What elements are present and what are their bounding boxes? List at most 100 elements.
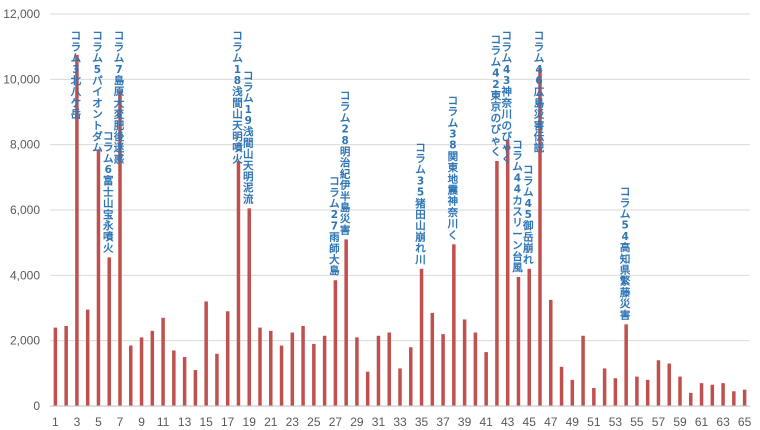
- x-tick-label: 7: [117, 415, 124, 429]
- bar: [301, 325, 305, 406]
- column-annotation: コラム 2 8 明治紀伊半島災害: [339, 90, 351, 236]
- x-tick-label: 57: [652, 415, 666, 429]
- x-tick-label: 41: [479, 415, 493, 429]
- bar: [495, 161, 499, 406]
- column-annotation: コラム 4 6 広島災害伝説: [534, 30, 545, 154]
- bar: [150, 330, 155, 406]
- bar: [538, 67, 542, 407]
- bar: [473, 332, 478, 406]
- bar: [624, 324, 628, 406]
- bar: [430, 312, 435, 406]
- x-tick-label: 25: [307, 415, 321, 429]
- bar: [225, 311, 230, 406]
- x-tick-label: 61: [695, 415, 709, 429]
- bar: [387, 332, 391, 406]
- bar: [75, 54, 79, 406]
- x-tick-label: 29: [350, 415, 364, 429]
- bar: [107, 257, 111, 406]
- bar: [667, 363, 671, 406]
- x-tick-label: 33: [393, 415, 407, 429]
- x-tick-label: 63: [716, 415, 730, 429]
- bar: [409, 347, 413, 406]
- bar: [215, 353, 219, 406]
- x-tick-label: 47: [544, 415, 558, 429]
- bar: [247, 208, 251, 406]
- column-annotation: コラム 5 4 高知県繁藤災害: [619, 186, 631, 321]
- bar: [419, 268, 424, 406]
- x-tick-label: 53: [609, 415, 623, 429]
- bar: [129, 345, 133, 406]
- bar: [441, 334, 445, 406]
- x-tick-label: 13: [178, 415, 192, 429]
- bar: [258, 327, 262, 406]
- bar: [452, 244, 456, 406]
- column-annotation: コラム 3 8 関東地震神奈川く: [447, 95, 459, 241]
- bar: [161, 317, 165, 406]
- bar: [236, 161, 241, 406]
- bar: [656, 360, 661, 406]
- bar: [279, 345, 284, 406]
- bar: [172, 350, 176, 406]
- bar: [635, 376, 639, 406]
- bar: [559, 366, 564, 406]
- bar: [344, 239, 348, 406]
- column-annotation: コラム 5 パイオントダム: [92, 30, 103, 154]
- bar: [96, 149, 101, 407]
- bar: [355, 337, 359, 406]
- bar: [721, 383, 725, 406]
- bar: [365, 371, 370, 406]
- column-annotation: コラム 7 島原大変肥後迷惑: [113, 30, 125, 165]
- bar: [376, 335, 381, 406]
- bar: [742, 389, 747, 406]
- bar: [139, 337, 144, 406]
- y-tick-label: 8,000: [10, 138, 40, 152]
- bar: [592, 388, 596, 406]
- column-annotation: コラム 4 3 神奈川のびゃく: [500, 30, 512, 165]
- y-tick-label: 0: [33, 399, 40, 413]
- bar: [581, 335, 585, 406]
- x-tick-label: 27: [329, 415, 343, 429]
- bar: [322, 335, 327, 406]
- x-tick-label: 59: [673, 415, 687, 429]
- x-tick-label: 51: [587, 415, 601, 429]
- bar: [462, 319, 467, 406]
- x-tick-label: 31: [372, 415, 386, 429]
- x-tick-label: 45: [523, 415, 537, 429]
- bar: [484, 352, 488, 406]
- column-annotation: コラム 3 5 猪田山崩れ川: [414, 142, 426, 266]
- column-annotation: コラム 6 富士山宝永噴火: [102, 130, 114, 254]
- x-tick-label: 1: [52, 415, 59, 429]
- bar: [549, 299, 553, 406]
- x-tick-label: 39: [458, 415, 472, 429]
- x-tick-label: 55: [630, 415, 644, 429]
- column-annotation: コラム 3 北八ケ岳: [70, 30, 82, 120]
- y-tick-label: 2,000: [10, 334, 40, 348]
- bar: [516, 276, 521, 406]
- bar: [602, 368, 607, 406]
- bar: [689, 392, 693, 406]
- bars: [53, 54, 747, 407]
- bar: [613, 378, 618, 406]
- x-tick-label: 49: [566, 415, 580, 429]
- x-tick-label: 15: [199, 415, 213, 429]
- bar: [193, 370, 198, 406]
- x-tick-label: 9: [138, 415, 145, 429]
- x-axis-tick-labels: 1 3 5 7 9 11 13 15 17 19 21 23 25 27 29 31 33 35 37 39 41 43 4…: [52, 415, 752, 429]
- y-tick-label: 6,000: [10, 203, 40, 217]
- bar: [732, 391, 736, 406]
- x-tick-label: 65: [738, 415, 752, 429]
- column-annotation: コラム 1 9 浅間山天明泥流: [243, 70, 254, 205]
- y-tick-label: 12,000: [3, 7, 40, 21]
- y-tick-label: 10,000: [3, 72, 40, 86]
- x-tick-label: 43: [501, 415, 515, 429]
- bar: [505, 139, 510, 406]
- bar: [269, 330, 273, 406]
- bar: [710, 384, 715, 406]
- bar: [290, 332, 295, 406]
- column-annotation: コラム 1 8 浅間山天明噴火: [232, 30, 243, 165]
- bar: [570, 379, 575, 406]
- x-tick-label: 37: [436, 415, 450, 429]
- bar: [312, 343, 316, 406]
